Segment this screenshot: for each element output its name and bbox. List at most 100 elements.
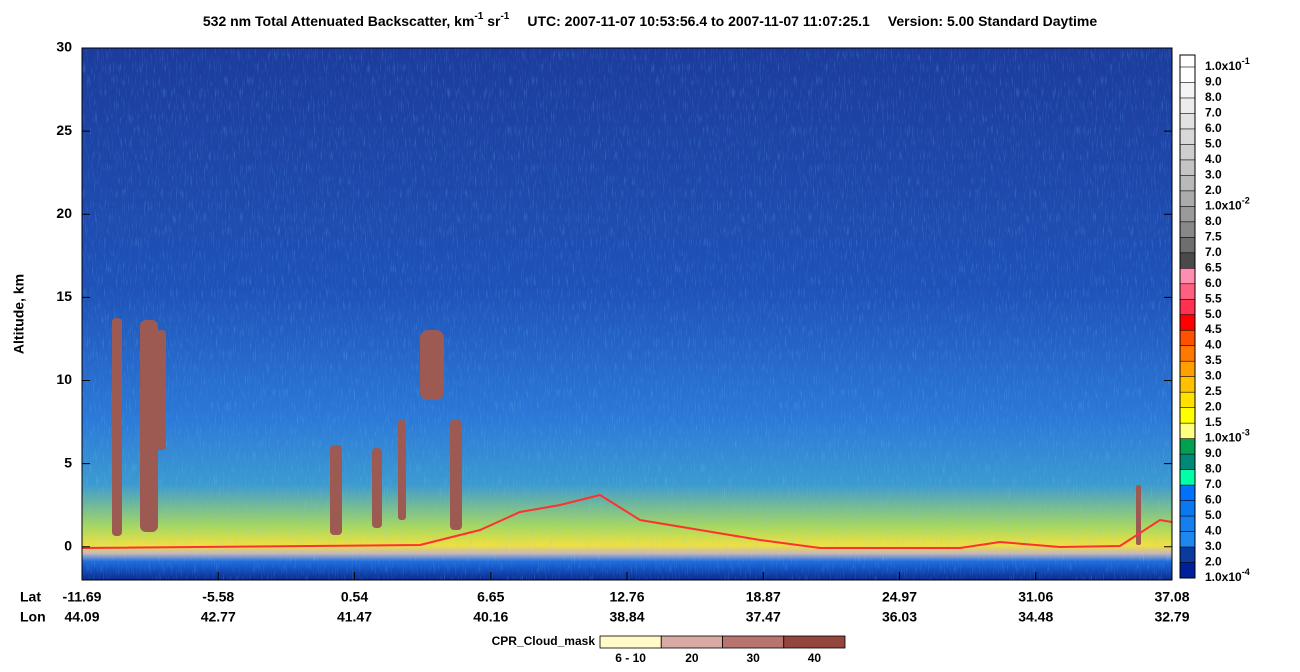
colorbar-swatch	[1180, 562, 1195, 579]
colorbar-label-text: 5.5	[1205, 291, 1222, 305]
colorbar-swatch	[1180, 82, 1195, 99]
colorbar-label-text: 7.0	[1205, 106, 1222, 120]
colorbar-swatch	[1180, 330, 1195, 347]
colorbar-swatch	[1180, 175, 1195, 192]
cpr-swatch	[660, 635, 723, 649]
colorbar-label: 9.0	[1205, 446, 1222, 460]
colorbar-label: 6.0	[1205, 121, 1222, 135]
colorbar-swatch	[1180, 159, 1195, 176]
lon-tick-label: 40.16	[473, 609, 508, 625]
colorbar-label-text: 3.5	[1205, 353, 1222, 367]
colorbar-label: 4.0	[1205, 152, 1222, 166]
colorbar-swatch	[1180, 454, 1195, 471]
colorbar-label-text: 5.0	[1205, 508, 1222, 522]
colorbar-swatch	[1180, 500, 1195, 517]
colorbar-swatch	[1180, 314, 1195, 331]
colorbar-swatch	[1180, 516, 1195, 533]
colorbar-label: 2.0	[1205, 555, 1222, 569]
colorbar-label: 8.0	[1205, 90, 1222, 104]
colorbar-label-text: 1.0x10	[1205, 199, 1242, 213]
colorbar-label: 1.0x10-4	[1205, 567, 1250, 584]
colorbar-label: 9.0	[1205, 75, 1222, 89]
colorbar-label: 4.5	[1205, 322, 1222, 336]
lon-tick-label: 42.77	[201, 609, 236, 625]
colorbar-label: 1.0x10-3	[1205, 428, 1250, 445]
colorbar-label: 1.0x10-2	[1205, 196, 1250, 213]
colorbar-label: 3.5	[1205, 353, 1222, 367]
lat-tick-label: 6.65	[477, 589, 504, 605]
cpr-swatch	[722, 635, 785, 649]
colorbar-label-text: 6.0	[1205, 276, 1222, 290]
colorbar-swatch	[1180, 206, 1195, 223]
colorbar-label-sup: -3	[1242, 428, 1250, 438]
colorbar-label: 7.0	[1205, 477, 1222, 491]
colorbar-label-sup: -1	[1242, 56, 1250, 66]
colorbar-label: 1.0x10-1	[1205, 56, 1250, 73]
colorbar-label-text: 4.0	[1205, 338, 1222, 352]
lon-tick-label: 37.47	[746, 609, 781, 625]
colorbar-swatch	[1180, 283, 1195, 300]
colorbar-label-text: 1.0x10	[1205, 431, 1242, 445]
colorbar-swatch	[1180, 423, 1195, 440]
colorbar-label: 7.0	[1205, 245, 1222, 259]
y-tick-label: 30	[56, 39, 72, 55]
lon-tick-label: 38.84	[609, 609, 644, 625]
colorbar-label-text: 3.0	[1205, 539, 1222, 553]
colorbar-swatch	[1180, 97, 1195, 114]
colorbar-label: 4.0	[1205, 338, 1222, 352]
colorbar-label-text: 8.0	[1205, 90, 1222, 104]
lat-tick-label: 37.08	[1154, 589, 1189, 605]
colorbar-label: 5.5	[1205, 291, 1222, 305]
colorbar-label: 8.0	[1205, 462, 1222, 476]
colorbar-label-text: 9.0	[1205, 75, 1222, 89]
colorbar-label-text: 4.0	[1205, 524, 1222, 538]
colorbar-label: 6.0	[1205, 493, 1222, 507]
colorbar-swatch	[1180, 407, 1195, 424]
colorbar-label-text: 2.0	[1205, 183, 1222, 197]
cpr-swatch	[599, 635, 662, 649]
colorbar-label-text: 4.5	[1205, 322, 1222, 336]
colorbar-swatch	[1180, 485, 1195, 502]
cpr-label: 30	[746, 651, 760, 665]
colorbar-swatch	[1180, 190, 1195, 207]
colorbar-label: 6.5	[1205, 260, 1222, 274]
colorbar-label: 2.0	[1205, 400, 1222, 414]
colorbar-label-text: 6.5	[1205, 260, 1222, 274]
colorbar-label-text: 8.0	[1205, 214, 1222, 228]
colorbar-label: 5.0	[1205, 137, 1222, 151]
colorbar-swatch	[1180, 376, 1195, 393]
colorbar-swatch	[1180, 128, 1195, 145]
colorbar-label-text: 1.0x10	[1205, 570, 1242, 584]
colorbar-swatch	[1180, 221, 1195, 238]
colorbar-label-text: 6.0	[1205, 493, 1222, 507]
colorbar-label-text: 7.0	[1205, 477, 1222, 491]
title-version: Version: 5.00 Standard Daytime	[888, 13, 1098, 29]
colorbar-label-text: 7.0	[1205, 245, 1222, 259]
colorbar-label: 7.0	[1205, 106, 1222, 120]
colorbar-label-text: 5.0	[1205, 137, 1222, 151]
colorbar-label-sup: -4	[1242, 567, 1250, 577]
colorbar-label: 8.0	[1205, 214, 1222, 228]
lon-row-label: Lon	[20, 609, 46, 625]
title-utc: UTC: 2007-11-07 10:53:56.4 to 2007-11-07…	[527, 13, 870, 29]
lat-tick-label: -5.58	[202, 589, 234, 605]
colorbar-swatch	[1180, 252, 1195, 269]
colorbar-label: 3.0	[1205, 369, 1222, 383]
colorbar-label: 2.0	[1205, 183, 1222, 197]
y-tick-label: 20	[56, 205, 72, 221]
cpr-label: 40	[808, 651, 822, 665]
lon-tick-label: 41.47	[337, 609, 372, 625]
title-mid: sr	[483, 13, 501, 29]
colorbar-label: 5.0	[1205, 307, 1222, 321]
lon-tick-label: 34.48	[1018, 609, 1053, 625]
lat-tick-label: 12.76	[609, 589, 644, 605]
y-tick-label: 10	[56, 371, 72, 387]
cpr-swatch	[783, 635, 846, 649]
title-main: 532 nm Total Attenuated Backscatter, km	[203, 13, 475, 29]
colorbar-label-sup: -2	[1242, 196, 1250, 206]
colorbar-label-text: 2.0	[1205, 400, 1222, 414]
y-tick-label: 25	[56, 122, 72, 138]
backscatter-field	[82, 48, 1172, 580]
colorbar-swatch	[1180, 547, 1195, 564]
chart-title: 532 nm Total Attenuated Backscatter, km-…	[203, 11, 1097, 29]
